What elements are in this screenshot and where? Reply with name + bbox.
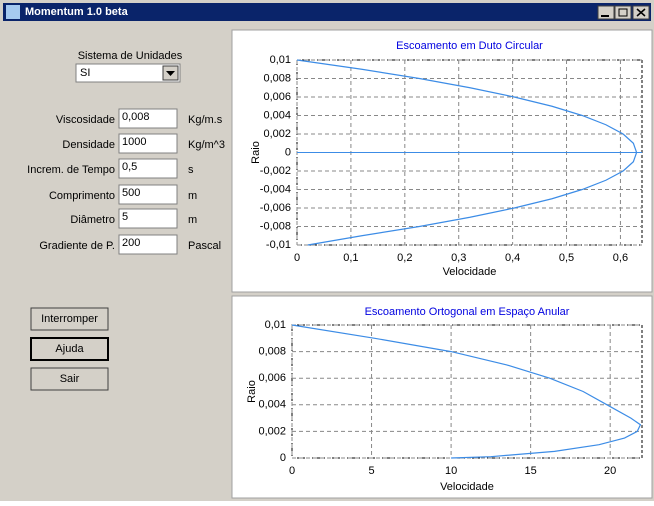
field-label: Gradiente de P. (39, 240, 115, 252)
field-unit: Kg/m^3 (188, 139, 225, 151)
chart-title: Escoamento em Duto Circular (396, 40, 543, 52)
x-tick-label: 0,6 (613, 252, 628, 264)
minimize-button[interactable] (597, 5, 615, 20)
button[interactable] (30, 307, 109, 331)
y-tick-label: 0,01 (270, 54, 291, 66)
units-select[interactable]: SI (75, 63, 181, 83)
field-value: 0,5 (122, 161, 137, 173)
y-tick-label: -0,002 (260, 165, 291, 177)
maximize-button[interactable] (614, 5, 632, 20)
window-controls[interactable] (597, 5, 650, 20)
x-tick-label: 20 (604, 465, 616, 477)
y-tick-label: -0,01 (266, 239, 291, 251)
x-tick-label: 15 (525, 465, 537, 477)
field-value: 500 (122, 187, 140, 199)
field-label: Viscosidade (56, 114, 115, 126)
field-label: Densidade (62, 139, 115, 151)
y-tick-label: 0,01 (265, 319, 286, 331)
x-axis-label: Velocidade (443, 266, 497, 278)
y-tick-label: 0 (280, 452, 286, 464)
y-tick-label: -0,008 (260, 220, 291, 232)
button-label: Sair (60, 373, 80, 385)
x-tick-label: 0,1 (343, 252, 358, 264)
field-value: 1000 (122, 136, 146, 148)
field-unit: m (188, 190, 197, 202)
text-input[interactable] (118, 208, 178, 229)
y-tick-label: -0,006 (260, 202, 291, 214)
button-label: Interromper (41, 313, 98, 325)
x-tick-label: 0 (289, 465, 295, 477)
button[interactable] (30, 367, 109, 391)
button-label: Ajuda (55, 343, 84, 355)
text-input[interactable] (118, 108, 178, 129)
units-value: SI (80, 67, 90, 79)
units-label: Sistema de Unidades (78, 50, 183, 62)
field-value: 0,008 (122, 111, 150, 123)
x-tick-label: 10 (445, 465, 457, 477)
field-label: Diâmetro (70, 214, 115, 226)
y-tick-label: 0,002 (263, 128, 291, 140)
x-tick-label: 0,3 (451, 252, 466, 264)
y-axis-label: Raio (250, 141, 262, 164)
x-tick-label: 5 (368, 465, 374, 477)
x-tick-label: 0,5 (559, 252, 574, 264)
field-label: Comprimento (49, 190, 115, 202)
x-axis-label: Velocidade (440, 481, 494, 493)
y-tick-label: 0,002 (258, 425, 286, 437)
field-unit: m (188, 214, 197, 226)
field-value: 200 (122, 237, 140, 249)
y-tick-label: 0,008 (263, 72, 291, 84)
text-input[interactable] (118, 133, 178, 154)
y-tick-label: 0,006 (263, 91, 291, 103)
field-unit: s (188, 164, 194, 176)
y-tick-label: 0,004 (258, 399, 286, 411)
data-line (296, 59, 638, 246)
y-tick-label: -0,004 (260, 183, 291, 195)
field-unit: Pascal (188, 240, 221, 252)
app-icon (6, 5, 20, 19)
text-input[interactable] (118, 234, 178, 255)
title-bar (3, 3, 651, 21)
y-tick-label: 0,006 (258, 372, 286, 384)
chart-title: Escoamento Ortogonal em Espaço Anular (365, 306, 570, 318)
field-value: 5 (122, 211, 128, 223)
data-line (291, 324, 642, 459)
y-axis-label: Raio (246, 380, 258, 403)
x-tick-label: 0,2 (397, 252, 412, 264)
x-tick-label: 0 (294, 252, 300, 264)
plot-area (291, 324, 643, 459)
field-label: Increm. de Tempo (27, 164, 115, 176)
field-unit: Kg/m.s (188, 114, 223, 126)
y-tick-label: 0 (285, 146, 291, 158)
text-input[interactable] (118, 158, 178, 179)
button[interactable] (30, 337, 109, 361)
y-tick-label: 0,004 (263, 109, 291, 121)
window-title: Momentum 1.0 beta (25, 6, 129, 18)
x-tick-label: 0,4 (505, 252, 520, 264)
text-input[interactable] (118, 184, 178, 205)
y-tick-label: 0,008 (258, 346, 286, 358)
